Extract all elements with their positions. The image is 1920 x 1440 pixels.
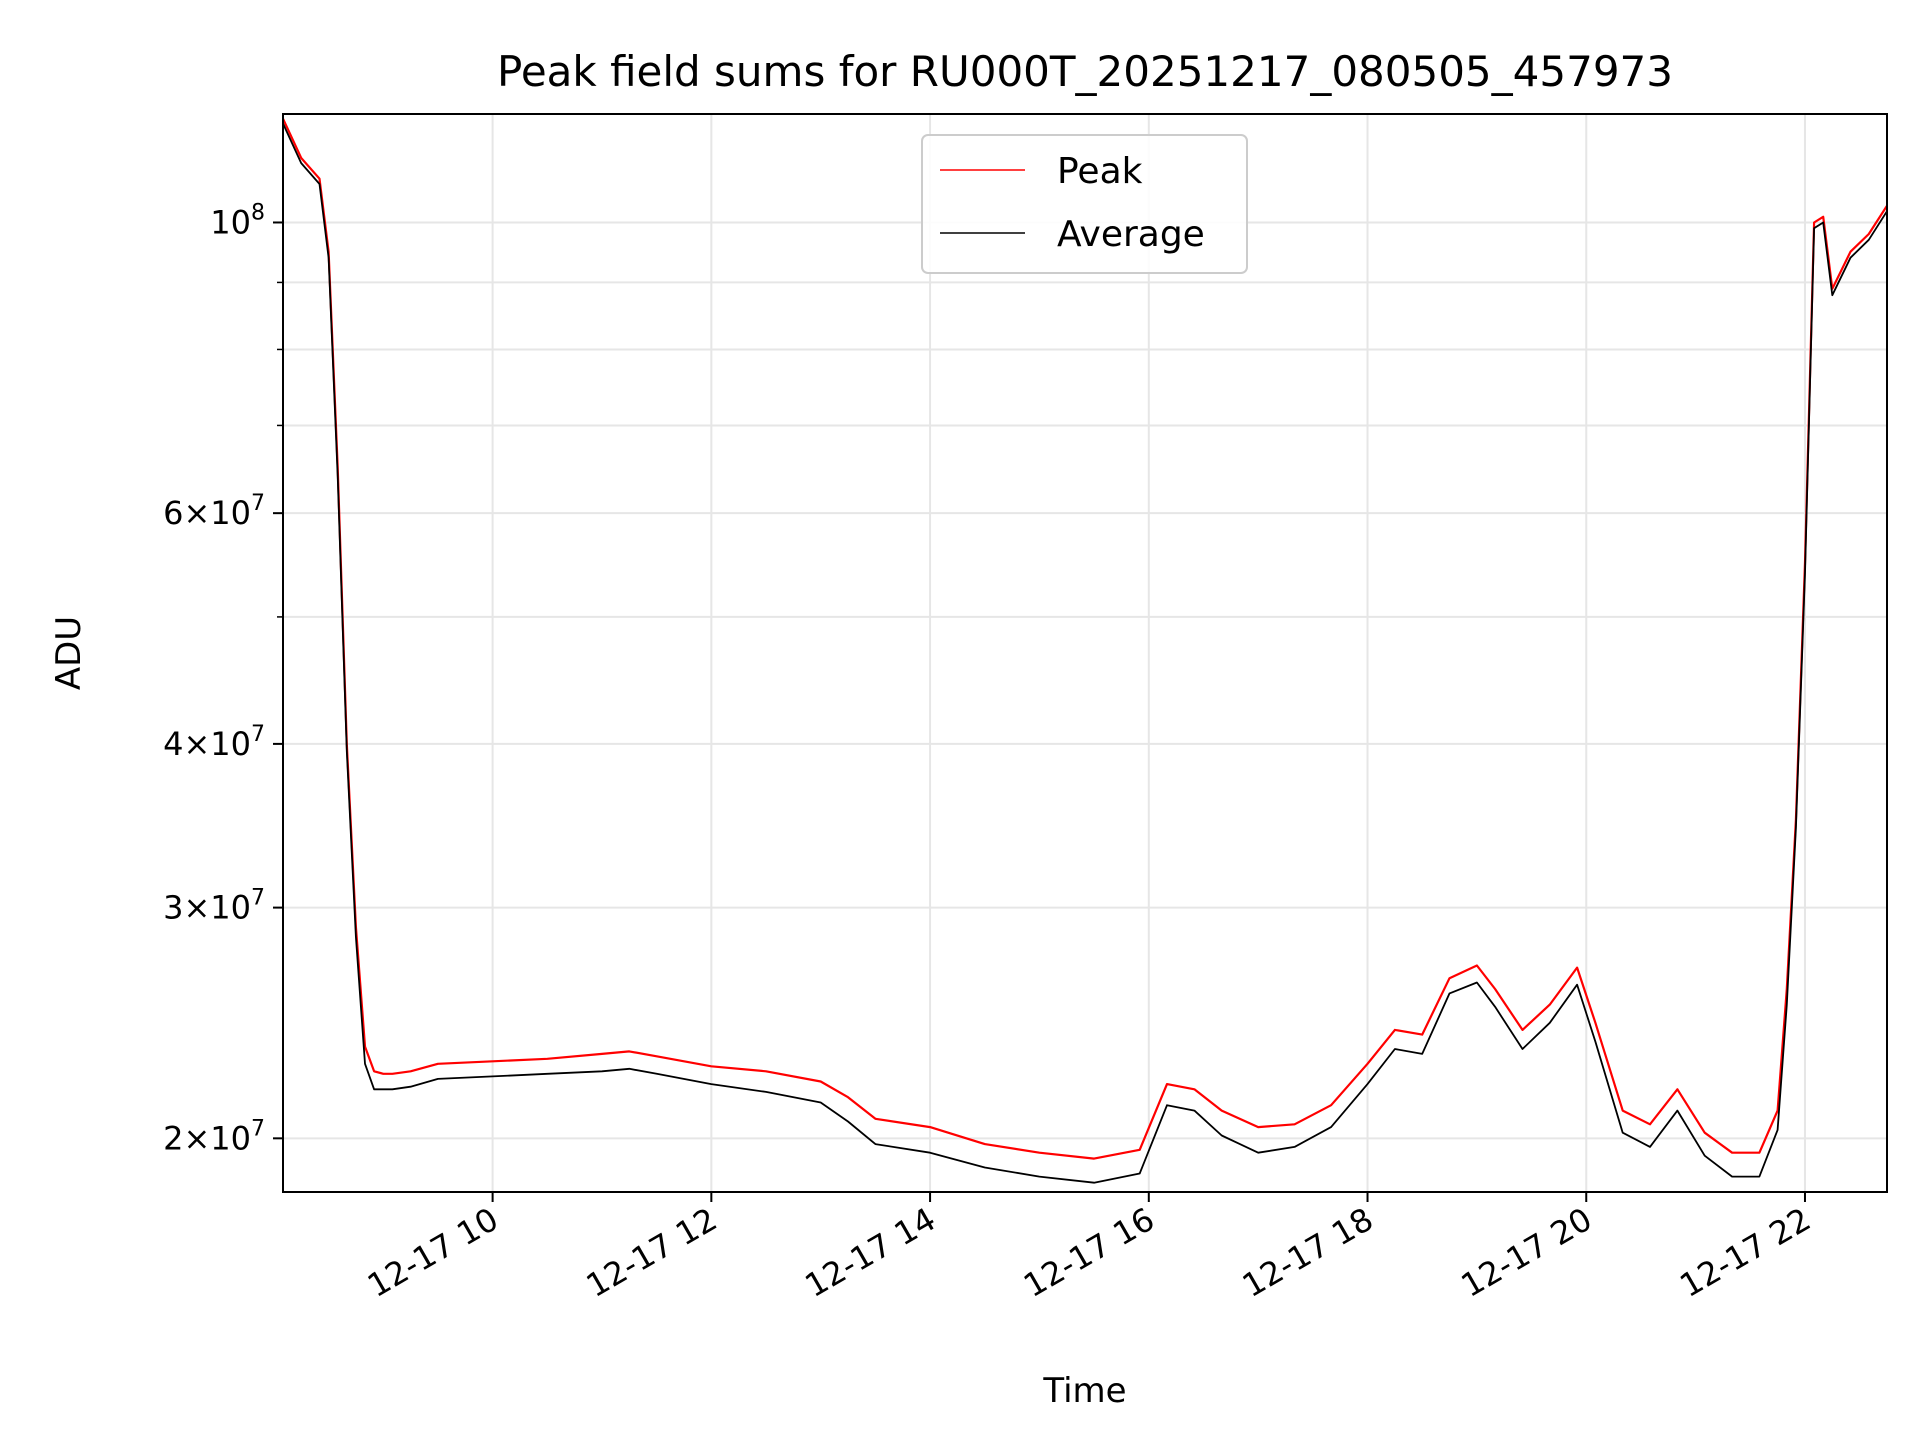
y-tick-label: 108	[210, 200, 265, 241]
plot-area	[283, 118, 1887, 1184]
legend: Peak Average	[921, 134, 1248, 274]
y-tick-label: 6×107	[163, 491, 265, 532]
x-tick-label: 12-17 20	[1455, 1200, 1599, 1305]
y-tick-label: 2×107	[163, 1116, 265, 1157]
y-tick-label: 4×107	[163, 722, 265, 763]
x-axis-label: Time	[1042, 1371, 1126, 1411]
plot-frame	[282, 113, 1888, 1193]
y-axis: 2×107 3×107 4×107 6×107 108	[163, 200, 283, 1157]
y-tick-label: 3×107	[163, 886, 265, 927]
series-line-average	[283, 123, 1887, 1184]
x-tick-label: 12-17 16	[1017, 1200, 1161, 1305]
series-line-peak	[283, 118, 1887, 1160]
y-axis-label: ADU	[49, 616, 89, 690]
x-tick-label: 12-17 12	[580, 1200, 724, 1305]
x-tick-label: 12-17 10	[361, 1200, 505, 1305]
x-axis: 12-17 10 12-17 12 12-17 14 12-17 16 12-17 18…	[361, 1192, 1817, 1305]
x-tick-label: 12-17 22	[1673, 1200, 1817, 1305]
x-tick-label: 12-17 14	[798, 1200, 942, 1305]
grid	[283, 114, 1887, 1192]
x-tick-label: 12-17 18	[1236, 1200, 1380, 1305]
chart-title: Peak field sums for RU000T_20251217_0805…	[497, 47, 1673, 96]
legend-label-peak: Peak	[1057, 151, 1143, 192]
legend-label-average: Average	[1057, 214, 1205, 255]
